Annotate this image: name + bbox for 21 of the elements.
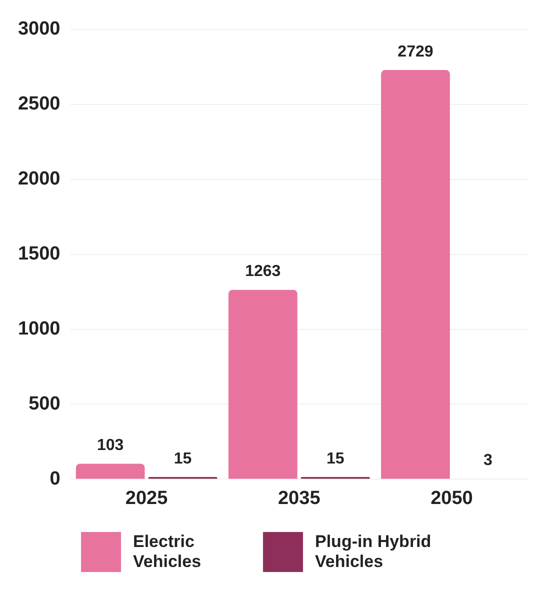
y-tick-label: 500 [28, 393, 60, 414]
data-label: 3 [483, 452, 492, 470]
data-label: 15 [326, 450, 344, 468]
y-tick-label: 2000 [18, 168, 60, 190]
data-label: 103 [96, 437, 124, 454]
x-tick-label: 2025 [125, 488, 168, 509]
y-tick-label: 1500 [18, 244, 60, 265]
x-tick-label: 2050 [430, 488, 473, 509]
bar [228, 290, 298, 479]
bar [76, 464, 145, 479]
y-tick-label: 1000 [18, 318, 60, 340]
data-label: 15 [174, 450, 192, 468]
y-tick-label: 3000 [18, 18, 60, 40]
legend-label: Electric Vehicles [133, 532, 202, 572]
data-label: 1263 [245, 263, 281, 280]
x-tick-label: 2035 [278, 488, 321, 509]
y-tick-label: 0 [50, 468, 60, 490]
bar [381, 70, 450, 479]
y-tick-label: 2500 [18, 94, 60, 115]
legend-label: Plug-in Hybrid Vehicles [315, 532, 432, 572]
data-label: 2729 [398, 43, 434, 60]
